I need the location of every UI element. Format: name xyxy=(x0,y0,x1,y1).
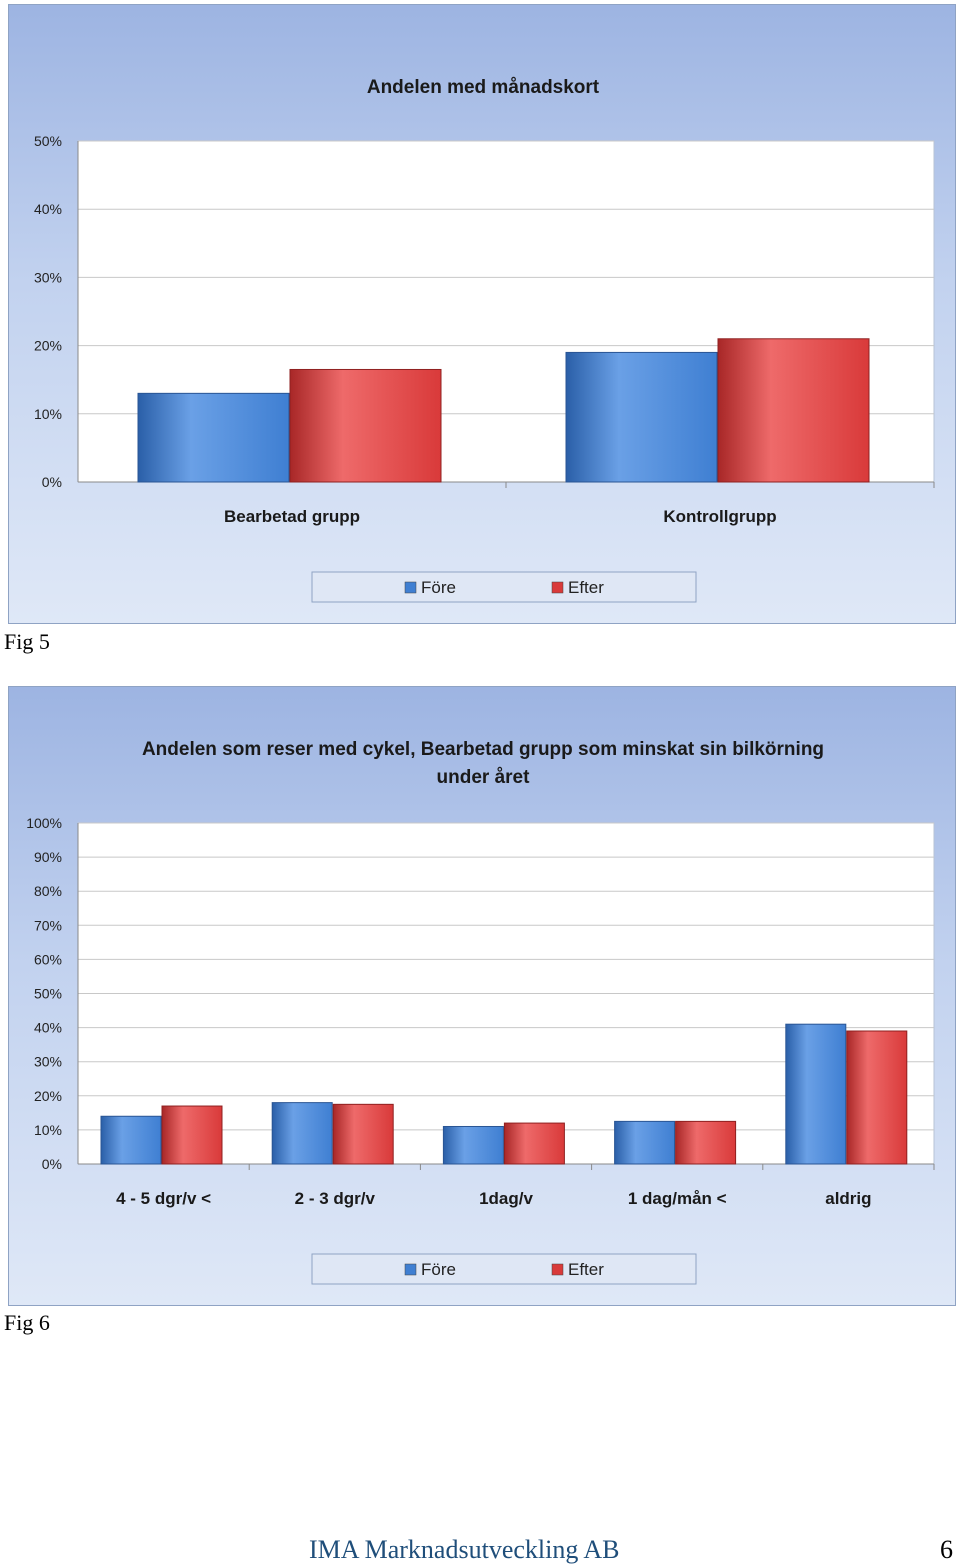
y-tick-label: 0% xyxy=(42,1156,62,1172)
y-tick-label: 20% xyxy=(34,1088,62,1104)
x-category-label: 2 - 3 dgr/v xyxy=(295,1189,376,1208)
x-category-label: Kontrollgrupp xyxy=(663,507,776,526)
page-number: 6 xyxy=(940,1535,953,1564)
fig5-caption: Fig 5 xyxy=(4,629,50,654)
fig6-caption: Fig 6 xyxy=(4,1310,50,1335)
y-tick-label: 90% xyxy=(34,849,62,865)
bar-efter xyxy=(503,1122,565,1165)
legend: Före Efter xyxy=(311,1253,697,1285)
y-tick-label: 100% xyxy=(26,815,62,831)
bar-efter xyxy=(846,1030,908,1165)
bar-efter xyxy=(161,1105,223,1165)
legend-swatch-efter xyxy=(551,581,564,594)
y-tick-label: 80% xyxy=(34,883,62,899)
y-tick-label: 50% xyxy=(34,133,62,149)
bar-fore xyxy=(614,1120,676,1165)
legend-label: Före xyxy=(421,578,456,597)
y-tick-label: 50% xyxy=(34,986,62,1002)
x-category-label: 1dag/v xyxy=(479,1189,533,1208)
y-tick-label: 10% xyxy=(34,406,62,422)
chart-fig5-svg: Andelen med månadskort 0% 10% 20% 30% 40% 50% B… xyxy=(34,77,935,603)
x-category-label: 4 - 5 dgr/v < xyxy=(116,1189,211,1208)
y-tick-label: 20% xyxy=(34,338,62,354)
legend-label: Före xyxy=(421,1260,456,1279)
chart-title-line-1: under året xyxy=(437,767,531,788)
chart-fig6: Andelen som reser med cykel, Bearbetad g… xyxy=(8,686,956,1306)
x-category-label: Bearbetad grupp xyxy=(224,507,360,526)
bar-efter xyxy=(289,368,442,483)
footer-company: IMA Marknadsutveckling AB xyxy=(309,1535,620,1564)
y-tick-label: 30% xyxy=(34,1054,62,1070)
chart-title-line-0: Andelen med månadskort xyxy=(367,77,600,98)
bar-fore xyxy=(100,1115,162,1165)
bar-efter xyxy=(675,1120,737,1165)
bar-fore xyxy=(442,1125,504,1165)
y-tick-label: 30% xyxy=(34,269,62,285)
y-tick-label: 60% xyxy=(34,951,62,967)
legend-box xyxy=(311,1253,697,1285)
y-tick-label: 10% xyxy=(34,1122,62,1138)
x-category-label: 1 dag/mån < xyxy=(628,1189,727,1208)
y-tick-label: 40% xyxy=(34,201,62,217)
bar-efter xyxy=(717,338,870,483)
y-tick-label: 0% xyxy=(42,474,62,490)
legend-swatch-fore xyxy=(404,1263,417,1276)
legend: Före Efter xyxy=(311,571,697,603)
y-tick-label: 40% xyxy=(34,1020,62,1036)
legend-swatch-fore xyxy=(404,581,417,594)
chart-fig5: Andelen med månadskort 0% 10% 20% 30% 40% 50% B… xyxy=(8,4,956,624)
legend-swatch-efter xyxy=(551,1263,564,1276)
chart-title-line-0: Andelen som reser med cykel, Bearbetad g… xyxy=(142,739,824,760)
legend-box xyxy=(311,571,697,603)
legend-label: Efter xyxy=(568,1260,604,1279)
bar-efter xyxy=(332,1103,394,1165)
y-tick-label: 70% xyxy=(34,917,62,933)
bar-fore xyxy=(565,351,718,483)
bar-fore xyxy=(137,392,290,483)
bar-fore xyxy=(785,1023,847,1165)
legend-label: Efter xyxy=(568,578,604,597)
bar-fore xyxy=(271,1102,333,1165)
x-category-label: aldrig xyxy=(825,1189,871,1208)
chart-fig6-svg: Andelen som reser med cykel, Bearbetad g… xyxy=(26,739,935,1285)
